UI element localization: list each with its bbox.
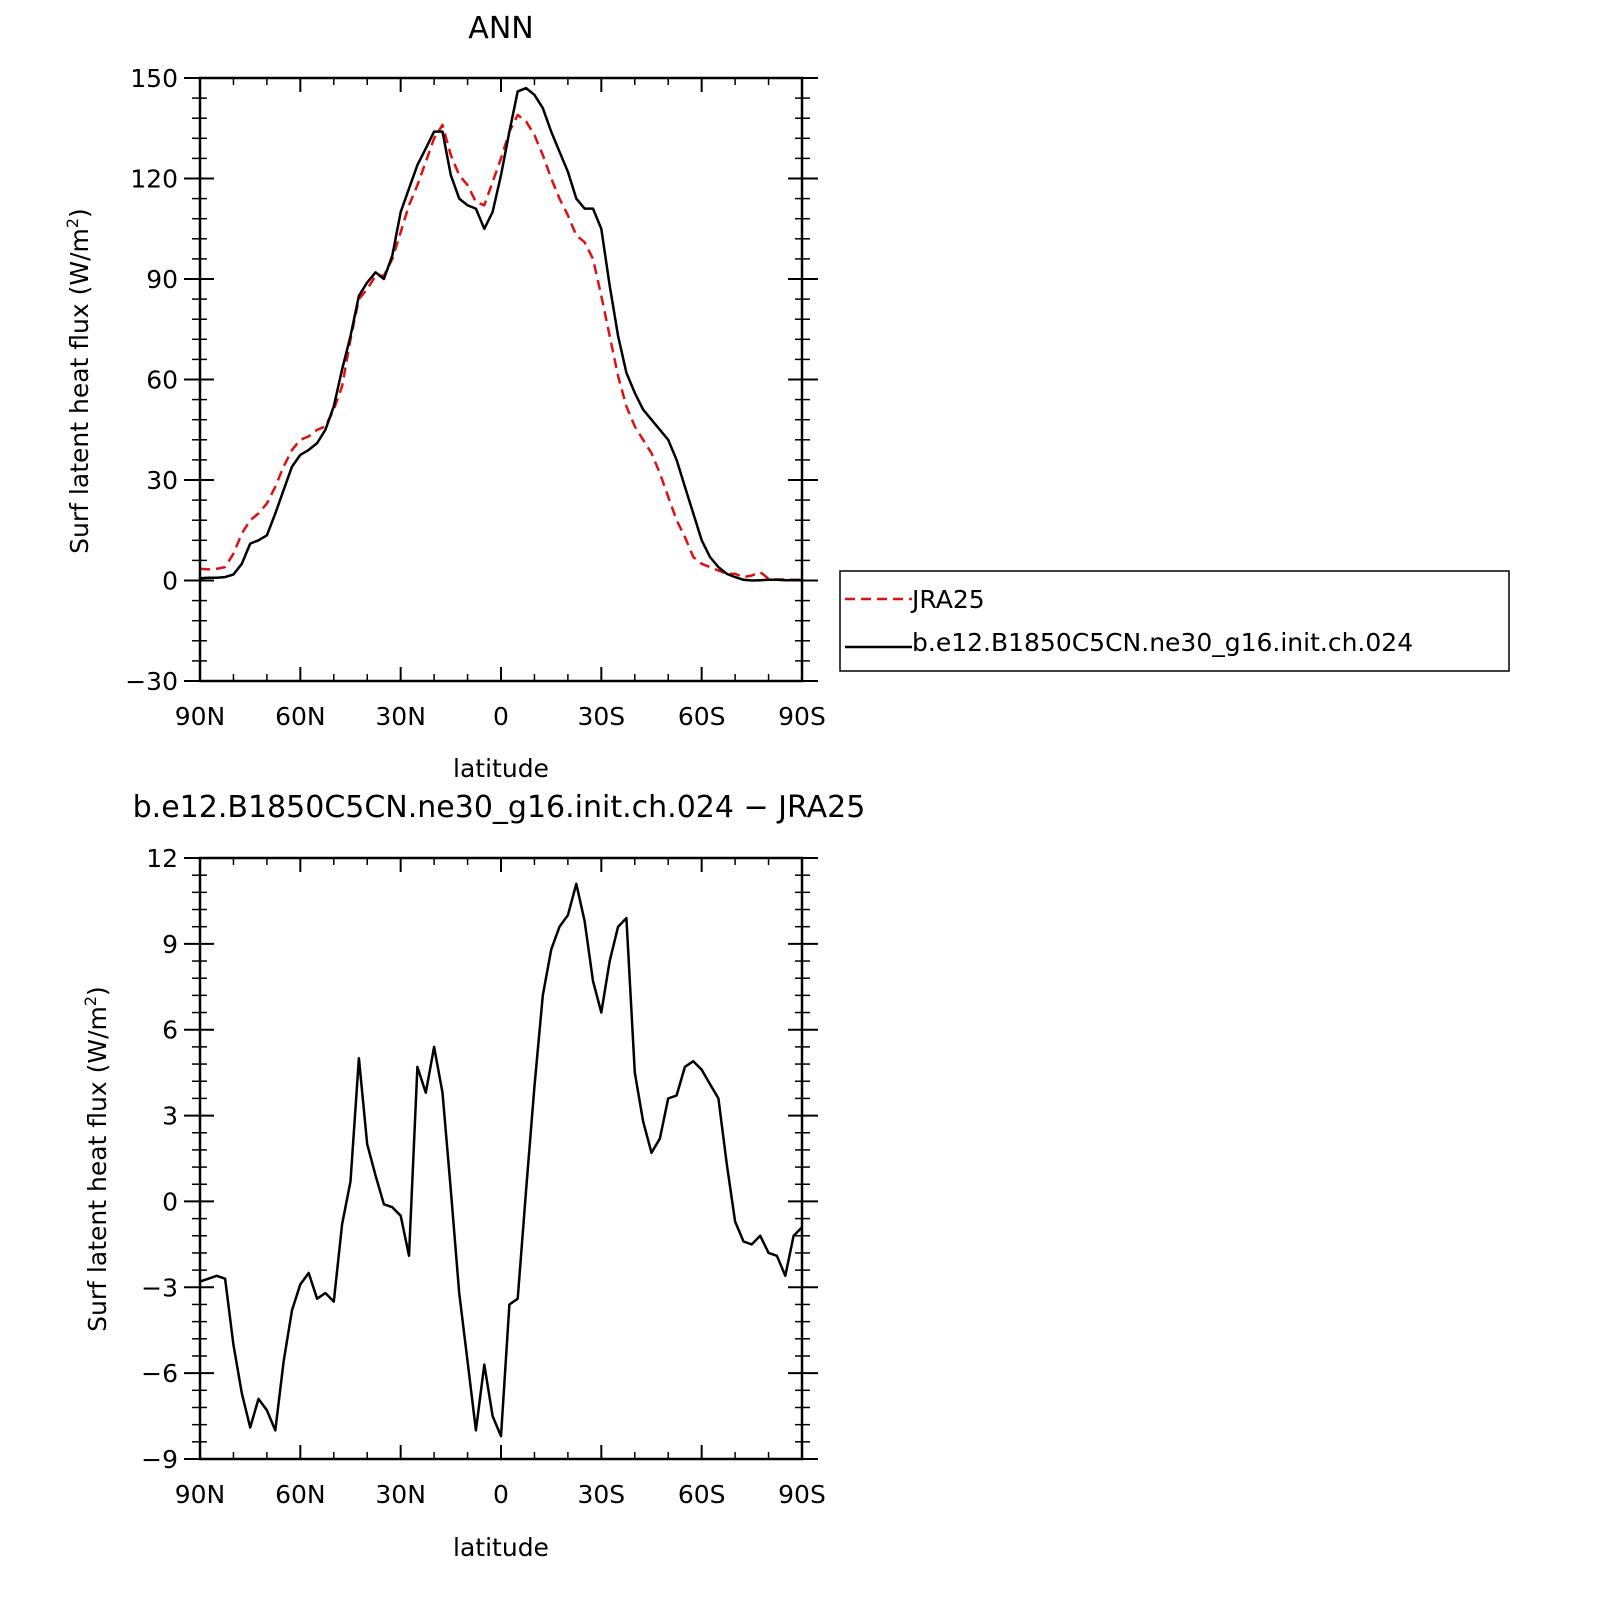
top-chart-title: ANN xyxy=(468,11,533,46)
top-chart-ytick-label: 0 xyxy=(162,567,178,596)
legend-label-model: b.e12.B1850C5CN.ne30_g16.init.ch.024 xyxy=(912,628,1413,657)
legend-box xyxy=(839,570,1510,672)
legend: JRA25 b.e12.B1850C5CN.ne30_g16.init.ch.0… xyxy=(839,570,1510,672)
top-chart-ytick-label: −30 xyxy=(125,667,178,696)
bottom-chart-xtick-label: 60N xyxy=(275,1480,326,1509)
top-chart-ylabel-end: ) xyxy=(65,208,94,218)
top-chart-ytick-label: 60 xyxy=(146,366,178,395)
bottom-chart-xtick-label: 0 xyxy=(493,1480,509,1509)
bottom-chart-xtick-label: 90N xyxy=(175,1480,226,1509)
bottom-chart-xtick-label: 60S xyxy=(678,1480,726,1509)
bottom-chart: b.e12.B1850C5CN.ne30_g16.init.ch.024 − J… xyxy=(81,790,865,1562)
bottom-chart-frame xyxy=(198,856,804,1461)
bottom-chart-xlabel: latitude xyxy=(453,1533,549,1562)
top-chart-series-line-1 xyxy=(199,86,802,582)
bottom-chart-ytick-label: −6 xyxy=(141,1359,178,1388)
bottom-chart-ylabel-end: ) xyxy=(83,986,112,996)
bottom-chart-series-line-0 xyxy=(199,882,803,1438)
top-chart-xtick-label: 90S xyxy=(778,702,826,731)
bottom-chart-ytick-label: 3 xyxy=(162,1102,178,1131)
legend-label-jra25: JRA25 xyxy=(910,585,985,614)
top-chart-series-line-0 xyxy=(199,113,802,582)
bottom-chart-xtick-label: 30N xyxy=(375,1480,426,1509)
top-chart-lines xyxy=(199,86,802,582)
bottom-chart-ytick-label: 0 xyxy=(162,1187,178,1216)
top-chart-ytick-label: 120 xyxy=(130,165,178,194)
top-chart-xtick-label: 0 xyxy=(493,702,509,731)
top-chart-xtick-label: 60S xyxy=(678,702,726,731)
top-chart-xtick-label: 60N xyxy=(275,702,326,731)
top-chart-ticks: 90N 60N 30N 0 30S 60S 90S −30 0 30 60 90 120 150 xyxy=(125,64,826,731)
bottom-chart-xtick-label: 30S xyxy=(577,1480,625,1509)
top-chart: ANN 90N 60N 30N 0 30S 60S 90S−300306090120150 … xyxy=(63,11,826,783)
bottom-chart-ylabel: Surf latent heat flux (W/m2) xyxy=(81,986,112,1332)
bottom-chart-ytick-label: −3 xyxy=(141,1273,178,1302)
bottom-chart-ylabel-main: Surf latent heat flux (W/m xyxy=(83,1006,112,1332)
top-chart-xlabel: latitude xyxy=(453,754,549,783)
top-chart-xtick-label: 90N xyxy=(175,702,226,731)
bottom-chart-title: b.e12.B1850C5CN.ne30_g16.init.ch.024 − J… xyxy=(133,790,866,825)
bottom-chart-ytick-label: 9 xyxy=(162,930,178,959)
top-chart-ytick-label: 150 xyxy=(130,64,178,93)
bottom-chart-ytick-label: 6 xyxy=(162,1016,178,1045)
top-chart-ylabel-main: Surf latent heat flux (W/m xyxy=(65,228,94,554)
top-chart-ylabel: Surf latent heat flux (W/m2) xyxy=(63,208,94,554)
top-chart-xtick-label: 30N xyxy=(375,702,426,731)
top-chart-ytick-label: 30 xyxy=(146,466,178,495)
top-chart-ytick-label: 90 xyxy=(146,265,178,294)
top-chart-ylabel-sup: 2 xyxy=(63,218,82,228)
top-chart-frame xyxy=(198,76,804,683)
bottom-chart-ytick-label: 12 xyxy=(146,844,178,873)
top-chart-xtick-label: 30S xyxy=(577,702,625,731)
bottom-chart-lines xyxy=(199,882,803,1438)
bottom-chart-ticks: 90N 60N 30N 0 30S 60S 90S −9 −6 −3 0 3 6 9 12 xyxy=(141,844,826,1509)
bottom-chart-ytick-label: −9 xyxy=(141,1445,178,1474)
bottom-chart-xtick-label: 90S xyxy=(778,1480,826,1509)
bottom-chart-ylabel-sup: 2 xyxy=(81,996,100,1006)
